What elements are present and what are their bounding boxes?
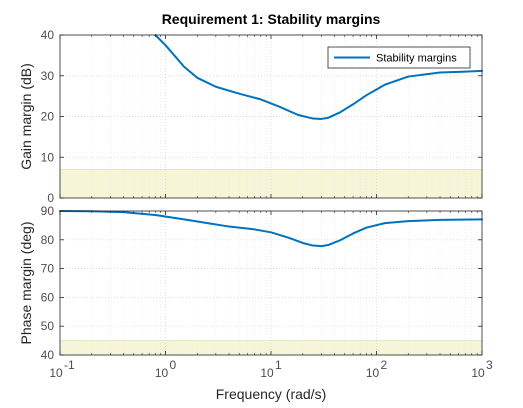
y-tick-label: 70: [41, 262, 55, 276]
legend-label: Stability margins: [376, 53, 457, 65]
y-tick-label: 20: [41, 110, 55, 124]
x-tick-label-exponent: -1: [64, 358, 75, 372]
x-tick-label: 10-1: [49, 358, 75, 380]
y-axis-label: Gain margin (dB): [18, 63, 34, 170]
x-tick-label: 100: [155, 358, 177, 380]
y-tick-label: 40: [41, 28, 55, 42]
x-tick-label-base: 10: [471, 366, 485, 380]
x-tick-label-exponent: 0: [170, 358, 177, 372]
legend-box: [327, 46, 471, 69]
chart-title: Requirement 1: Stability margins: [162, 11, 381, 27]
y-tick-label: 0: [47, 191, 54, 205]
y-tick-label: 40: [41, 348, 55, 362]
y-tick-label: 30: [41, 69, 55, 83]
series-line: [154, 34, 483, 120]
gain-margin-panel: 0 10 20 30 40 Gain margin (dB) Requirement 1: …: [18, 11, 483, 205]
y-axis-label: Phase margin (deg): [18, 222, 34, 345]
x-tick-label: 102: [366, 358, 388, 380]
x-tick-label: 101: [260, 358, 282, 380]
x-tick-label: 103: [471, 358, 493, 380]
y-tick-label: 60: [41, 290, 55, 304]
legend: Stability margins: [327, 46, 471, 69]
x-axis-label: Frequency (rad/s): [216, 386, 326, 402]
x-tick-label-exponent: 2: [381, 358, 388, 372]
y-tick-label: 80: [41, 233, 55, 247]
x-tick-label-exponent: 1: [275, 358, 282, 372]
y-tick-label: 10: [41, 150, 55, 164]
x-tick-label-exponent: 3: [486, 358, 493, 372]
shaded-region: [60, 169, 482, 198]
y-tick-label: 50: [41, 319, 55, 333]
x-tick-label-base: 10: [155, 366, 169, 380]
y-tick-label: 90: [41, 204, 55, 218]
x-tick-label-base: 10: [260, 366, 274, 380]
x-tick-label-base: 10: [366, 366, 380, 380]
x-tick-label-base: 10: [49, 366, 63, 380]
series-line: [59, 210, 483, 248]
